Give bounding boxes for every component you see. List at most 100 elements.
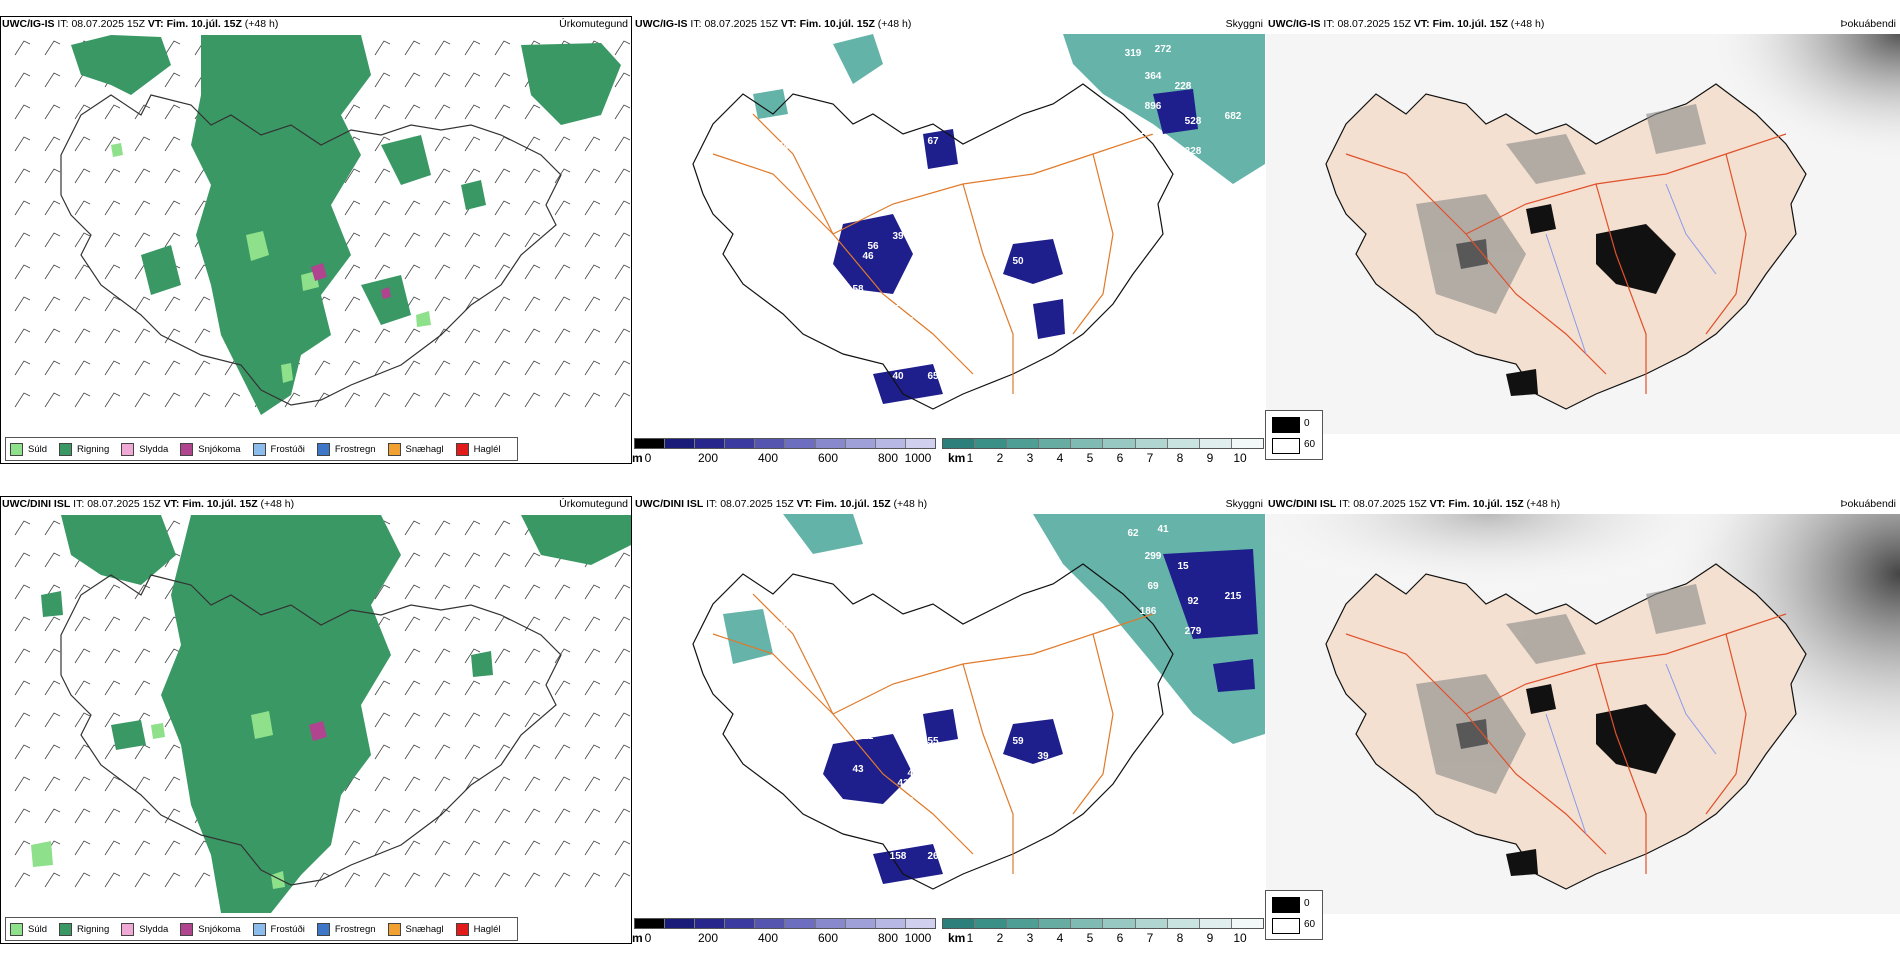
wind-barb	[104, 776, 121, 792]
legend-swatch	[10, 442, 23, 456]
wind-barb	[404, 616, 421, 632]
wind-barb	[134, 648, 151, 664]
colorbar-segment	[1135, 439, 1168, 448]
wind-barb	[614, 680, 631, 696]
wind-barb	[554, 808, 571, 824]
precip-type-map	[14, 35, 631, 415]
fog-legend-label: 0	[1304, 418, 1310, 429]
wind-barb	[434, 712, 451, 728]
wind-barb	[464, 232, 481, 248]
vt-label: VT: Fim. 10.júl. 15Z	[147, 18, 242, 30]
wind-barb	[164, 168, 181, 184]
wind-barb	[14, 744, 31, 760]
legend-swatch	[59, 442, 73, 456]
wind-barb	[614, 104, 631, 120]
wind-barb	[374, 680, 391, 696]
wind-barb	[494, 872, 511, 888]
wind-barb	[44, 328, 61, 344]
wind-barb	[14, 712, 31, 728]
iceland-coastline	[60, 94, 562, 406]
ceiling-value-label: 59	[1012, 736, 1024, 747]
it-value: 08.07.2025 15Z	[720, 498, 794, 510]
wind-barb	[14, 616, 31, 632]
wind-barb	[104, 712, 121, 728]
legend-label: Frostúði	[270, 443, 305, 455]
wind-barb	[344, 104, 361, 120]
wind-barb	[164, 72, 181, 88]
ceiling-colorbar-ticks: m 0 200 400 600 800 1000	[632, 929, 936, 945]
wind-barb	[344, 200, 361, 216]
legend-swatch	[59, 922, 73, 936]
model-name: UWC/DINI ISL	[635, 498, 704, 510]
wind-barb	[104, 232, 121, 248]
colorbar-segment	[905, 919, 935, 928]
wind-barb	[554, 872, 571, 888]
wind-barb	[614, 72, 631, 88]
ceiling-value-label: 24	[1047, 291, 1059, 302]
wind-barb	[464, 72, 481, 88]
wind-barb	[494, 360, 511, 376]
wind-barb	[464, 360, 481, 376]
colorbar-segment	[845, 919, 876, 928]
lead-time: (+48 h)	[244, 18, 279, 30]
river-network	[1545, 183, 1717, 355]
it-value: 08.07.2025 15Z	[71, 18, 145, 30]
tick: 3	[1026, 931, 1034, 945]
wind-barb	[74, 712, 91, 728]
wind-barb	[434, 744, 451, 760]
wind-barb	[194, 872, 211, 888]
wind-barb	[584, 168, 601, 184]
tick: 8	[1176, 451, 1184, 465]
ceiling-value-label: 39	[1037, 751, 1049, 762]
wind-barb	[494, 648, 511, 664]
ceiling-value-label: 896	[1145, 101, 1162, 112]
wind-barb	[434, 776, 451, 792]
colorbar-segment	[1039, 439, 1072, 448]
wind-barb	[554, 232, 571, 248]
wind-barb	[104, 680, 121, 696]
wind-barb	[614, 648, 631, 664]
wind-barb	[14, 328, 31, 344]
wind-barb	[104, 328, 121, 344]
wind-barb	[74, 616, 91, 632]
ceiling-value-label: 62	[1127, 528, 1139, 539]
precip-snow-areas	[309, 721, 327, 741]
panel2-header: UWC/DINI ISL IT: 08.07.2025 15Z VT: Fim.…	[635, 494, 927, 514]
wind-barb	[374, 104, 391, 120]
it-label: IT:	[1339, 498, 1351, 510]
wind-barb	[464, 328, 481, 344]
wind-barb	[404, 584, 421, 600]
panel3-title: Þokuábendi	[1840, 18, 1896, 30]
wind-barb	[494, 104, 511, 120]
wind-barb	[464, 392, 481, 408]
wind-barb	[74, 648, 91, 664]
it-label: IT:	[690, 18, 702, 30]
panel2-title: Skyggni	[1225, 18, 1263, 30]
wind-barb	[404, 840, 421, 856]
colorbar-segment	[1039, 919, 1072, 928]
wind-barb	[524, 680, 541, 696]
ceiling-areas	[823, 549, 1258, 884]
wind-barb	[44, 40, 61, 56]
wind-barb	[524, 872, 541, 888]
wind-barb	[134, 296, 151, 312]
ceiling-value-label: 26	[927, 851, 939, 862]
wind-barb	[494, 616, 511, 632]
wind-barb	[374, 712, 391, 728]
wind-barb	[14, 232, 31, 248]
lead-time: (+48 h)	[260, 498, 295, 510]
ceiling-value-label: 135	[905, 288, 922, 299]
fog-grey-areas	[1416, 584, 1706, 794]
colorbar-segment	[1007, 439, 1040, 448]
wind-barb	[164, 520, 181, 536]
wind-barb	[434, 872, 451, 888]
road-network	[712, 593, 1154, 874]
wind-barb	[194, 360, 211, 376]
wind-barb	[134, 168, 151, 184]
wind-barb	[494, 200, 511, 216]
wind-barb	[524, 168, 541, 184]
tick: 0	[644, 931, 652, 945]
wind-barb	[524, 744, 541, 760]
ceiling-value-label: 96	[777, 621, 789, 632]
